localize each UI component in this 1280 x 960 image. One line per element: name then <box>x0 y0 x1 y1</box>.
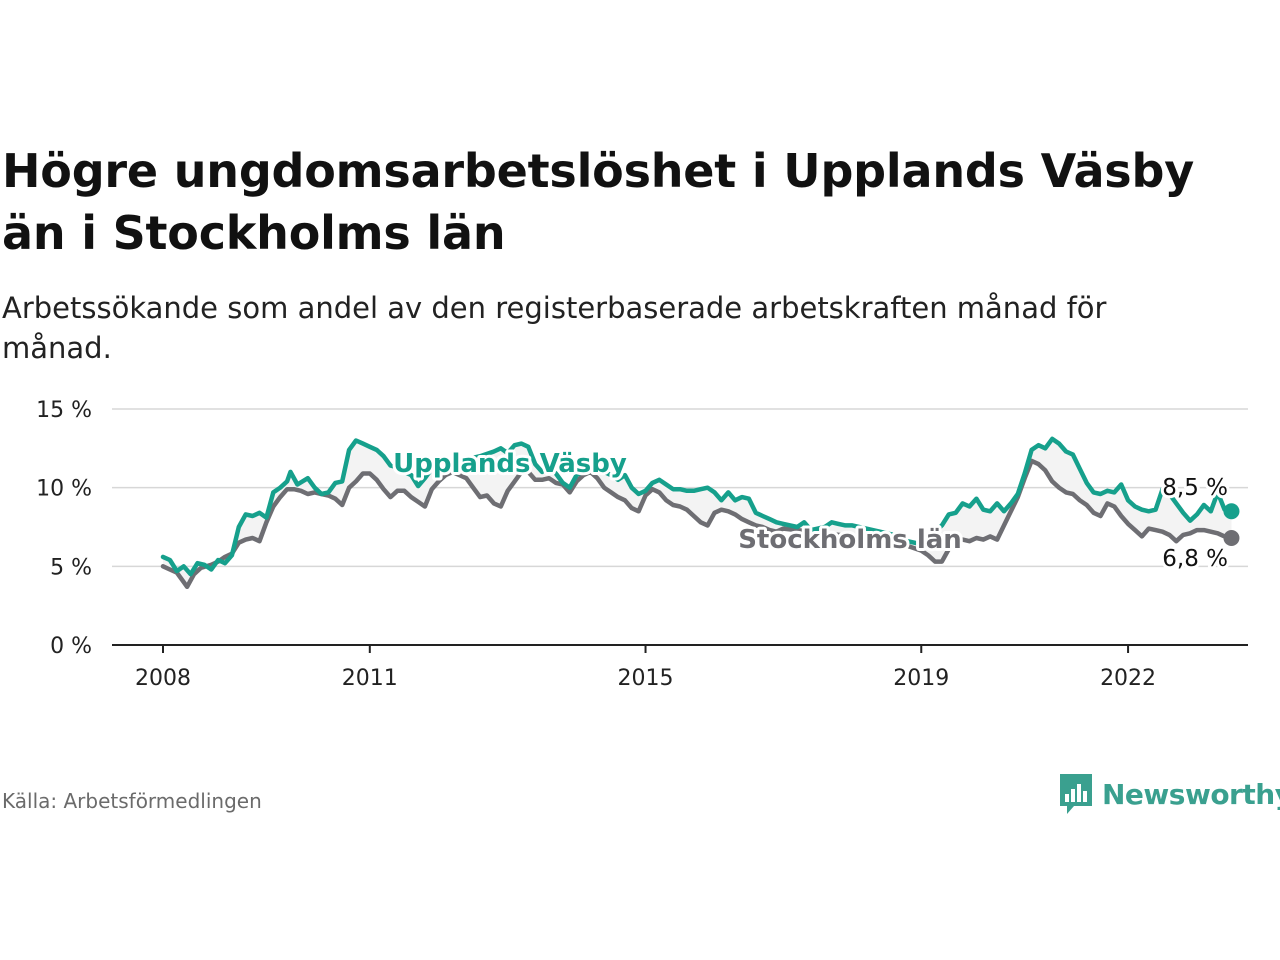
series-label-upplands-vasby: Upplands Väsby <box>393 449 627 479</box>
newsworthy-logo: Newsworthy <box>1058 772 1280 816</box>
x-tick-label: 2019 <box>893 666 949 691</box>
end-label-stockholms-lan: 6,8 % <box>1162 546 1228 572</box>
x-tick-label: 2015 <box>618 666 674 691</box>
series-label-stockholms-lan-halo: Stockholms län <box>738 525 962 555</box>
end-label-upplands-vasby: 8,5 % <box>1162 475 1228 501</box>
y-tick-label: 10 % <box>36 477 92 502</box>
chart-title: Högre ungdomsarbetslöshet i Upplands Väs… <box>2 144 1195 260</box>
end-label-stockholms-lan-halo: 6,8 % <box>1162 546 1228 572</box>
series-label-upplands-vasby-halo: Upplands Väsby <box>393 449 627 479</box>
x-tick-label: 2008 <box>135 666 191 691</box>
series-line-stockholms-lan <box>160 458 1234 590</box>
chart-subtitle: Arbetssökande som andel av den registerb… <box>2 291 1107 365</box>
end-label-upplands-vasby-halo: 8,5 % <box>1162 475 1228 501</box>
x-axis-ticks: 2008 2011 2015 2019 2022 <box>135 645 1156 691</box>
y-axis-ticks: 0 % 5 % 10 % 15 % <box>36 398 92 659</box>
y-tick-label: 15 % <box>36 398 92 423</box>
series-line-upplands-vasby <box>160 436 1234 577</box>
y-tick-label: 5 % <box>50 555 92 580</box>
y-tick-label: 0 % <box>50 634 92 659</box>
line-chart: 0 % 5 % 10 % 15 % 2008 2011 2015 2019 2022 Uppl… <box>36 398 1248 691</box>
series-label-stockholms-lan: Stockholms län <box>738 525 962 555</box>
x-tick-label: 2011 <box>342 666 398 691</box>
newsworthy-logo-icon <box>1060 774 1092 814</box>
source-note: Källa: Arbetsförmedlingen <box>2 789 262 813</box>
series-lines <box>160 436 1240 590</box>
newsworthy-logo-text: Newsworthy <box>1102 777 1280 811</box>
end-point-upplands-vasby <box>1223 503 1240 520</box>
x-tick-label: 2022 <box>1100 666 1156 691</box>
grid-lines <box>112 408 1248 646</box>
gap-area <box>163 438 1232 587</box>
series-gap-area <box>163 438 1232 587</box>
end-point-stockholms-lan <box>1223 530 1240 547</box>
